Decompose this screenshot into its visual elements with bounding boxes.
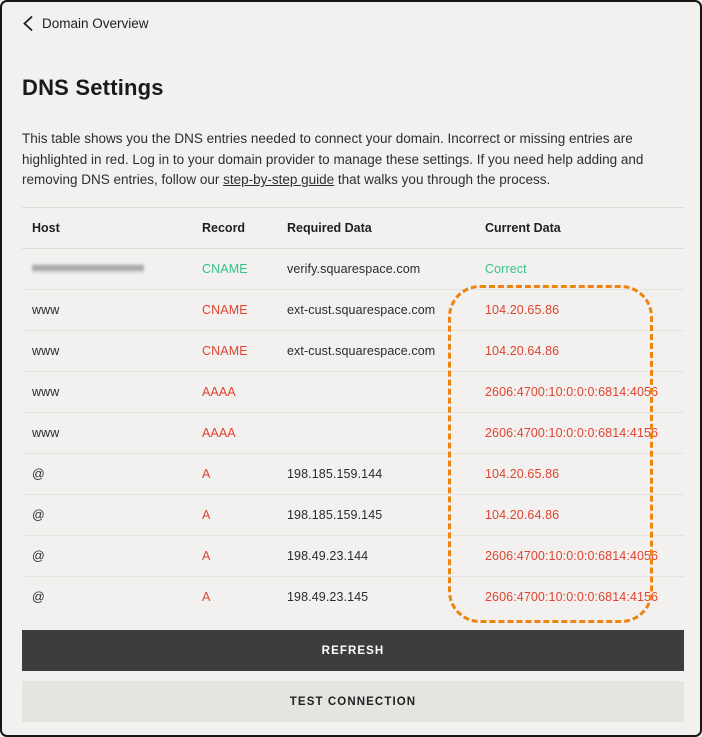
column-header-host: Host	[22, 206, 202, 249]
current-data-cell: 2606:4700:10:0:0:0:6814:4156	[485, 589, 659, 604]
host-cell: www	[22, 330, 202, 372]
chevron-left-icon	[22, 16, 33, 31]
back-link-label: Domain Overview	[42, 16, 149, 31]
required-data-cell	[287, 412, 485, 454]
table-row: @ A 198.185.159.145 104.20.64.86	[22, 494, 684, 536]
table-row: @ A 198.185.159.144 104.20.65.86	[22, 453, 684, 495]
required-data-cell: ext-cust.squarespace.com	[287, 330, 485, 372]
current-data-cell: 2606:4700:10:0:0:0:6814:4056	[485, 535, 684, 577]
required-data-cell: ext-cust.squarespace.com	[287, 289, 485, 331]
host-cell: www	[22, 289, 202, 331]
column-header-current-data: Current Data	[485, 206, 684, 249]
current-data-cell: 104.20.65.86	[485, 289, 684, 331]
dns-table: Host Record Required Data Current Data C…	[22, 206, 684, 618]
table-row: www CNAME ext-cust.squarespace.com 104.2…	[22, 289, 684, 331]
required-data-cell: 198.49.23.144	[287, 535, 485, 577]
current-data-cell: 2606:4700:10:0:0:0:6814:4156	[485, 412, 684, 454]
step-by-step-guide-link[interactable]: step-by-step guide	[223, 172, 335, 187]
record-cell: A	[202, 535, 287, 577]
record-cell: AAAA	[202, 412, 287, 454]
table-row: www CNAME ext-cust.squarespace.com 104.2…	[22, 330, 684, 372]
record-cell: A	[202, 494, 287, 536]
record-cell: CNAME	[202, 248, 287, 290]
record-cell: CNAME	[202, 330, 287, 372]
current-data-cell: 104.20.65.86	[485, 453, 684, 495]
record-cell: A	[202, 453, 287, 495]
record-cell: A	[202, 589, 211, 604]
description-after-link: that walks you through the process.	[334, 172, 551, 187]
required-data-cell: 198.185.159.145	[287, 494, 485, 536]
redacted-host-blur	[32, 264, 144, 273]
host-cell: @	[22, 453, 202, 495]
record-cell: AAAA	[202, 371, 287, 413]
host-cell: www	[22, 371, 202, 413]
description-before-link: This table shows you the DNS entries nee…	[22, 131, 644, 187]
table-header-row: Host Record Required Data Current Data	[22, 206, 684, 249]
required-data-cell: 198.49.23.145	[287, 589, 369, 604]
host-cell	[22, 248, 202, 290]
column-header-required-data: Required Data	[287, 206, 485, 249]
required-data-cell: verify.squarespace.com	[287, 248, 485, 290]
table-row: CNAME verify.squarespace.com Correct	[22, 248, 684, 290]
table-row: @ A 198.49.23.145 2606:4700:10:0:0:0:681…	[22, 576, 684, 617]
test-connection-button[interactable]: TEST CONNECTION	[22, 681, 684, 722]
current-data-cell: 104.20.64.86	[485, 330, 684, 372]
top-bar: Domain Overview	[2, 2, 700, 36]
table-row: www AAAA 2606:4700:10:0:0:0:6814:4056	[22, 371, 684, 413]
host-cell: www	[22, 412, 202, 454]
description-text: This table shows you the DNS entries nee…	[22, 129, 680, 191]
host-cell: @	[22, 494, 202, 536]
host-cell: @	[32, 589, 45, 604]
back-link[interactable]: Domain Overview	[22, 16, 149, 31]
table-row: @ A 198.49.23.144 2606:4700:10:0:0:0:681…	[22, 535, 684, 577]
record-cell: CNAME	[202, 289, 287, 331]
current-data-cell: 104.20.64.86	[485, 494, 684, 536]
current-data-cell: Correct	[485, 248, 684, 290]
page-title: DNS Settings	[22, 75, 164, 100]
required-data-cell	[287, 371, 485, 413]
refresh-button[interactable]: REFRESH	[22, 630, 684, 671]
column-header-record: Record	[202, 206, 287, 249]
required-data-cell: 198.185.159.144	[287, 453, 485, 495]
host-cell: @	[22, 535, 202, 577]
current-data-cell: 2606:4700:10:0:0:0:6814:4056	[485, 371, 684, 413]
table-row: www AAAA 2606:4700:10:0:0:0:6814:4156	[22, 412, 684, 454]
